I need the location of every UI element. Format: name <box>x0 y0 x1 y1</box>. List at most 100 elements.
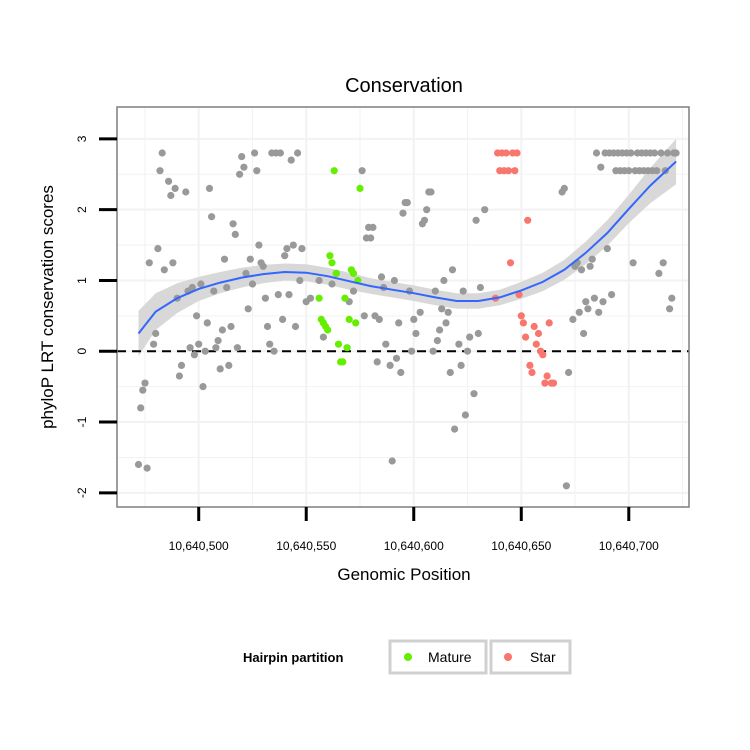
point-other <box>481 206 489 214</box>
point-other <box>457 361 465 369</box>
point-other <box>625 167 633 175</box>
point-mature <box>352 319 360 327</box>
point-other <box>216 365 224 373</box>
point-other <box>287 156 295 164</box>
smooth-line <box>137 160 677 335</box>
point-other <box>233 344 241 352</box>
point-other <box>205 184 214 192</box>
point-other <box>455 340 463 348</box>
point-other <box>248 280 257 288</box>
point-other <box>285 291 293 299</box>
point-other <box>408 347 416 355</box>
point-other <box>152 329 160 338</box>
point-star <box>532 340 540 348</box>
point-star <box>517 312 525 320</box>
point-other <box>145 259 153 267</box>
point-other <box>182 188 190 196</box>
point-star <box>511 167 519 175</box>
point-other <box>562 482 571 490</box>
point-other <box>442 319 450 327</box>
point-other <box>214 337 222 345</box>
point-other <box>595 308 603 316</box>
legend-label-mature: Mature <box>428 649 472 665</box>
legend-title: Hairpin partition <box>243 650 343 665</box>
point-other <box>360 312 368 320</box>
point-other <box>657 149 665 157</box>
point-other <box>653 167 661 175</box>
point-other <box>438 305 446 313</box>
point-other <box>225 361 233 369</box>
point-other <box>451 425 459 433</box>
point-other <box>259 262 267 270</box>
point-other <box>175 372 183 380</box>
point-other <box>386 361 394 369</box>
point-other <box>416 308 424 316</box>
point-other <box>328 280 336 288</box>
point-other <box>672 149 680 157</box>
point-other <box>270 347 278 355</box>
point-star <box>526 361 534 369</box>
point-other <box>399 209 407 217</box>
point-other <box>283 245 291 253</box>
point-other <box>229 220 237 228</box>
point-other <box>190 351 198 359</box>
legend-key-star <box>504 653 512 661</box>
y-tick-label: 2 <box>75 206 89 213</box>
point-other <box>201 347 209 355</box>
point-star <box>513 149 521 157</box>
point-star <box>534 329 543 338</box>
point-other <box>375 315 383 323</box>
point-other <box>281 252 289 260</box>
y-tick-label: -1 <box>75 416 89 427</box>
point-other <box>420 216 429 224</box>
point-other <box>463 347 472 355</box>
point-other <box>444 308 452 316</box>
x-tick-label: 10,640,600 <box>384 539 444 553</box>
point-other <box>373 358 381 366</box>
point-other <box>627 149 635 157</box>
point-other <box>261 294 269 302</box>
point-star <box>539 351 547 359</box>
point-other <box>433 337 441 345</box>
point-other <box>397 368 405 377</box>
point-other <box>629 259 637 267</box>
point-other <box>382 340 390 348</box>
point-other <box>238 153 246 161</box>
point-other <box>137 404 145 412</box>
point-other <box>580 329 588 338</box>
point-mature <box>349 269 358 277</box>
gridlines <box>117 107 689 507</box>
point-other <box>577 266 586 274</box>
point-other <box>569 315 577 323</box>
point-star <box>524 216 532 224</box>
point-other <box>349 287 358 295</box>
point-other <box>410 315 418 323</box>
point-other <box>199 383 207 391</box>
point-other <box>423 206 431 214</box>
legend-label-star: Star <box>530 649 556 665</box>
x-tick-label: 10,640,650 <box>491 539 551 553</box>
point-mature <box>341 294 349 302</box>
point-other <box>289 241 297 249</box>
point-other <box>392 354 401 362</box>
point-other <box>141 379 149 387</box>
point-mature <box>328 259 336 267</box>
point-other <box>274 291 282 299</box>
point-other <box>244 305 252 313</box>
y-axis-title: phyloP LRT conservation scores <box>38 185 57 429</box>
point-other <box>195 340 203 348</box>
point-other <box>266 340 274 348</box>
point-mature <box>334 340 343 348</box>
point-other <box>395 319 403 327</box>
point-other <box>188 283 196 292</box>
point-mature <box>330 167 338 175</box>
point-other <box>666 305 674 313</box>
point-other <box>319 333 327 341</box>
point-other <box>231 230 239 238</box>
point-mature <box>315 294 323 302</box>
point-other <box>436 326 444 334</box>
point-other <box>203 319 211 327</box>
point-other <box>592 149 601 157</box>
point-other <box>298 245 306 253</box>
